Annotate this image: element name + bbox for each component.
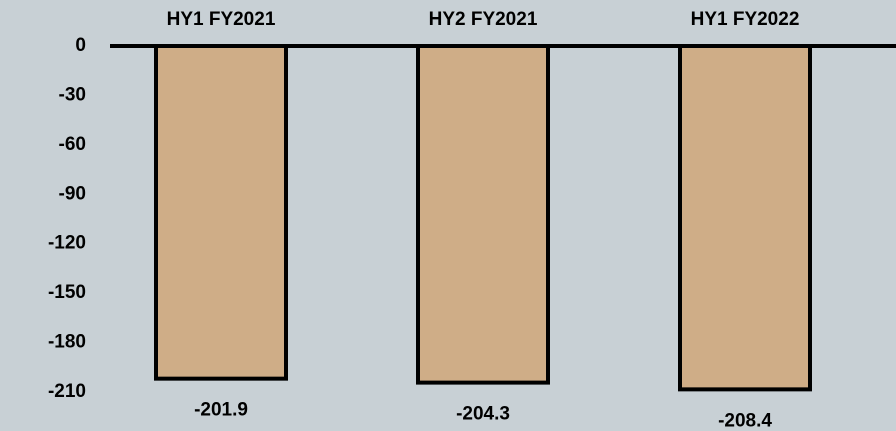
value-label: -201.9	[194, 400, 248, 421]
bar	[678, 44, 812, 392]
bar	[154, 44, 288, 381]
y-tick-label: -30	[59, 84, 86, 105]
value-label: -204.3	[456, 404, 510, 425]
bar	[416, 44, 550, 385]
y-tick-label: -120	[48, 233, 86, 254]
x-tick-label: HY1 FY2021	[167, 9, 276, 30]
x-tick-label: HY1 FY2022	[691, 9, 800, 30]
y-tick-label: -60	[59, 134, 86, 155]
y-tick-label: -210	[48, 381, 86, 402]
y-tick-label: -180	[48, 332, 86, 353]
y-tick-label: -150	[48, 282, 86, 303]
y-tick-label: -90	[59, 183, 86, 204]
x-tick-label: HY2 FY2021	[429, 9, 538, 30]
value-label: -208.4	[718, 410, 772, 431]
y-tick-label: 0	[75, 35, 86, 56]
